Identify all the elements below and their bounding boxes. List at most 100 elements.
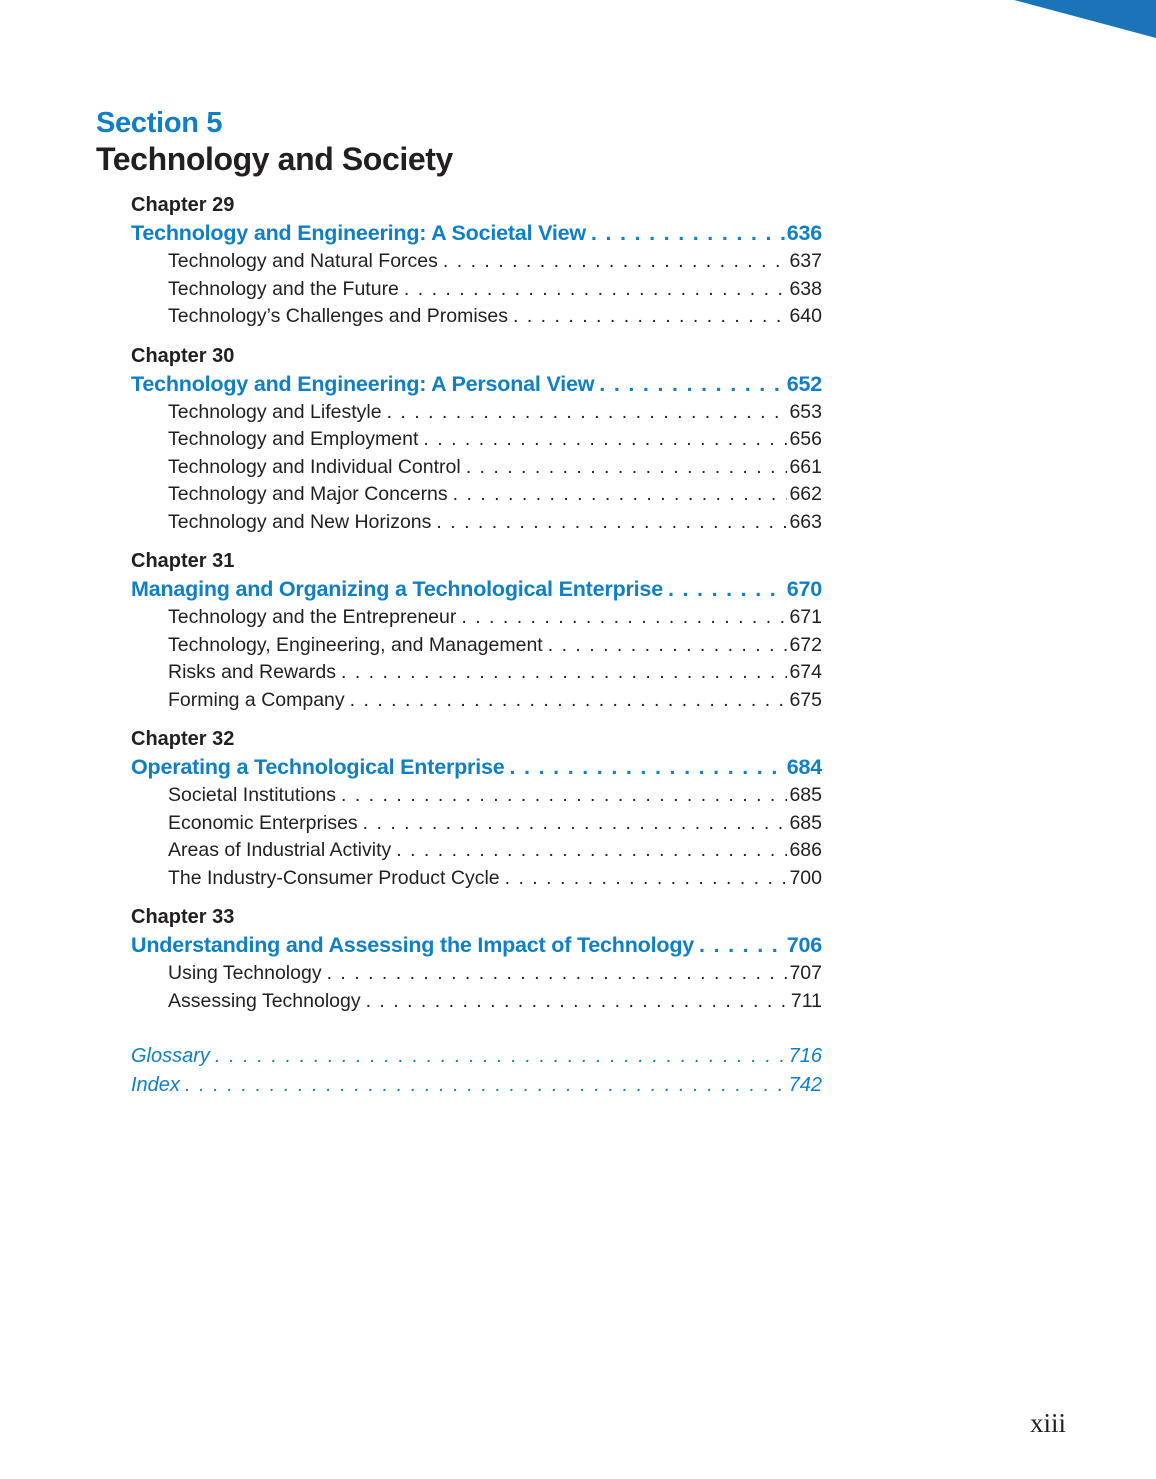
toc-entry-page-number: 707 [789, 962, 822, 984]
section-header: Section 5 Technology and Society [96, 106, 453, 178]
chapter-title: Operating a Technological Enterprise [131, 755, 505, 779]
dot-leader: . . . . . . . . . . . . . . . . . . . . … [365, 989, 789, 1012]
chapter-page-number: 670 [786, 577, 822, 601]
toc-entry-row: The Industry-Consumer Product Cycle. . .… [168, 865, 822, 893]
toc-entry-page-number: 674 [789, 661, 822, 683]
back-matter-page-number: 742 [788, 1074, 822, 1096]
chapter-page-number: 706 [786, 933, 822, 957]
toc-entry-page-number: 711 [790, 989, 822, 1012]
dot-leader: . . . . . . . . . . . . . . . . . . . . … [461, 606, 787, 628]
corner-triangle-decoration [1014, 0, 1156, 38]
toc-entry-title: Technology’s Challenges and Promises [168, 305, 509, 327]
toc-entry-row: Economic Enterprises. . . . . . . . . . … [168, 810, 822, 838]
dot-leader: . . . . . . . . . . . . . . . . . . . . … [214, 1045, 787, 1067]
dot-leader: . . . . . . . . . . . . . . . . . . . . … [513, 305, 787, 327]
dot-leader: . . . . . . . . . . . . . . . . . . . . … [442, 250, 788, 272]
toc-entry-row: Technology’s Challenges and Promises. . … [168, 303, 822, 331]
toc-entry-row: Risks and Rewards. . . . . . . . . . . .… [168, 659, 822, 687]
toc-entry-row: Understanding and Assessing the Impact o… [131, 931, 822, 960]
toc-entry-title: Forming a Company [168, 688, 345, 711]
toc-entry-title: Technology, Engineering, and Management [168, 633, 543, 656]
dot-leader: . . . . . . . . . . . . . . . . . . . . … [362, 811, 788, 834]
dot-leader: . . . . . . . . . . . . . . . . . . . . … [667, 577, 785, 601]
toc-entry-row: Technology and the Entrepreneur. . . . .… [168, 604, 822, 632]
toc-entry-page-number: 640 [789, 305, 822, 327]
toc-entry-row: Glossary. . . . . . . . . . . . . . . . … [131, 1042, 822, 1071]
toc-entry-page-number: 661 [789, 455, 822, 478]
section-title: Technology and Society [96, 141, 453, 177]
chapter-list: Chapter 29 Technology and Engineering: A … [131, 192, 822, 1015]
toc-entry-row: Technology and Major Concerns. . . . . .… [168, 481, 822, 509]
dot-leader: . . . . . . . . . . . . . . . . . . . . … [590, 221, 785, 245]
toc-entry-page-number: 686 [789, 839, 822, 861]
toc-entry-row: Technology and Engineering: A Personal V… [131, 370, 822, 399]
toc-entry-row: Technology and New Horizons. . . . . . .… [168, 509, 822, 537]
toc-entry-page-number: 656 [789, 428, 822, 450]
section-number-label: Section 5 [96, 107, 223, 139]
dot-leader: . . . . . . . . . . . . . . . . . . . . … [423, 428, 787, 450]
chapter-title: Technology and Engineering: A Personal V… [131, 371, 595, 396]
dot-leader: . . . . . . . . . . . . . . . . . . . . … [465, 455, 788, 478]
toc-entry-page-number: 700 [789, 866, 822, 889]
toc-entry-page-number: 675 [789, 688, 822, 711]
toc-entry-row: Societal Institutions. . . . . . . . . .… [168, 782, 822, 810]
toc-entry-page-number: 662 [789, 483, 822, 505]
toc-entry-page-number: 663 [789, 510, 822, 533]
toc-entry-row: Technology and Lifestyle. . . . . . . . … [168, 399, 822, 427]
toc-entry-title: Technology and Employment [168, 428, 419, 450]
dot-leader: . . . . . . . . . . . . . . . . . . . . … [340, 661, 787, 683]
chapter-label: Chapter 32 [131, 728, 235, 750]
toc-entry-row: Technology and the Future. . . . . . . .… [168, 276, 822, 304]
dot-leader: . . . . . . . . . . . . . . . . . . . . … [436, 510, 788, 533]
chapter-title: Technology and Engineering: A Societal V… [131, 221, 586, 245]
chapter-block: Chapter 33 Understanding and Assessing th… [131, 904, 822, 1015]
toc-entry-row: Technology, Engineering, and Management.… [168, 632, 822, 660]
chapter-label: Chapter 29 [131, 194, 235, 216]
toc-entry-row: Managing and Organizing a Technological … [131, 575, 822, 604]
dot-leader: . . . . . . . . . . . . . . . . . . . . … [699, 933, 785, 957]
dot-leader: . . . . . . . . . . . . . . . . . . . . … [349, 688, 788, 711]
chapter-block: Chapter 30 Technology and Engineering: A … [131, 343, 822, 537]
toc-entry-title: Societal Institutions [168, 784, 337, 806]
dot-leader: . . . . . . . . . . . . . . . . . . . . … [452, 483, 788, 505]
chapter-title: Managing and Organizing a Technological … [131, 577, 663, 601]
toc-entry-title: Technology and Major Concerns [168, 483, 448, 505]
chapter-page-number: 636 [786, 221, 822, 245]
page-number: xiii [1029, 1408, 1066, 1438]
toc-entry-title: Technology and the Entrepreneur [168, 606, 457, 628]
dot-leader: . . . . . . . . . . . . . . . . . . . . … [396, 839, 787, 861]
dot-leader: . . . . . . . . . . . . . . . . . . . . … [504, 866, 788, 889]
dot-leader: . . . . . . . . . . . . . . . . . . . . … [547, 633, 788, 656]
chapter-label: Chapter 31 [131, 550, 235, 572]
dot-leader: . . . . . . . . . . . . . . . . . . . . … [326, 962, 788, 984]
chapter-page-number: 684 [786, 755, 822, 779]
toc-entry-title: Technology and New Horizons [168, 510, 432, 533]
toc-entry-title: The Industry-Consumer Product Cycle [168, 866, 500, 889]
toc-entry-title: Risks and Rewards [168, 661, 336, 683]
toc-entry-row: Technology and Engineering: A Societal V… [131, 219, 822, 248]
toc-entry-row: Assessing Technology. . . . . . . . . . … [168, 988, 822, 1016]
toc-entry-page-number: 671 [789, 606, 822, 628]
toc-entry-title: Technology and Natural Forces [168, 250, 438, 272]
dot-leader: . . . . . . . . . . . . . . . . . . . . … [386, 400, 788, 423]
toc-entry-title: Using Technology [168, 962, 322, 984]
dot-leader: . . . . . . . . . . . . . . . . . . . . … [509, 755, 785, 779]
toc-entry-row: Areas of Industrial Activity. . . . . . … [168, 837, 822, 865]
toc-entry-title: Assessing Technology [168, 989, 361, 1012]
chapter-title: Understanding and Assessing the Impact o… [131, 933, 695, 957]
toc-entry-title: Economic Enterprises [168, 811, 358, 834]
toc-entry-page-number: 672 [789, 633, 822, 656]
dot-leader: . . . . . . . . . . . . . . . . . . . . … [599, 371, 784, 396]
toc-entry-row: Using Technology. . . . . . . . . . . . … [168, 960, 822, 988]
toc-entry-row: Index. . . . . . . . . . . . . . . . . .… [131, 1071, 822, 1100]
back-matter-list: Glossary. . . . . . . . . . . . . . . . … [131, 1042, 822, 1100]
dot-leader: . . . . . . . . . . . . . . . . . . . . … [341, 784, 787, 806]
toc-entry-title: Areas of Industrial Activity [168, 839, 392, 861]
chapter-block: Chapter 32 Operating a Technological Ente… [131, 726, 822, 892]
chapter-label: Chapter 33 [131, 906, 235, 928]
toc-entry-title: Technology and Lifestyle [168, 400, 382, 423]
back-matter-title: Glossary [131, 1045, 210, 1067]
dot-leader: . . . . . . . . . . . . . . . . . . . . … [403, 277, 788, 300]
toc-entry-page-number: 685 [789, 811, 822, 834]
